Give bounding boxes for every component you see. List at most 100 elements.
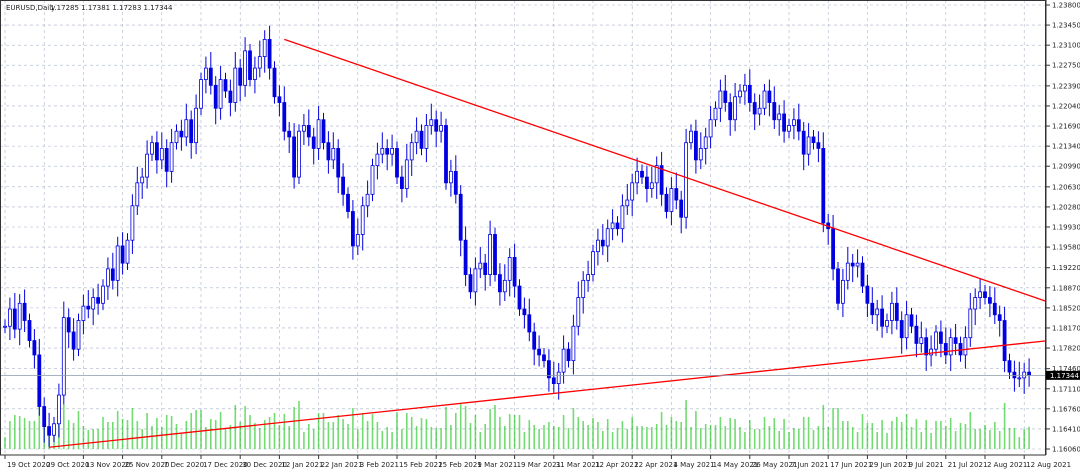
candle-body: [189, 119, 194, 144]
candle-body: [649, 182, 654, 189]
candle-body: [341, 176, 346, 195]
x-tick-label: 3 Feb 2021: [360, 461, 399, 469]
candle-body: [698, 148, 703, 161]
candle-body: [101, 285, 105, 304]
candle-body: [370, 165, 375, 195]
symbol-title: EURUSD,Daily: [6, 4, 55, 12]
candle-body: [164, 148, 169, 172]
candle-body: [747, 84, 752, 103]
candle-body: [453, 170, 458, 195]
candle-body: [512, 257, 517, 287]
y-tick-label: 1.19930: [1052, 224, 1080, 232]
candle-body: [620, 205, 625, 230]
candle-body: [689, 130, 693, 144]
candle-body: [86, 305, 91, 310]
candle-body: [22, 302, 27, 321]
candle-body: [130, 205, 135, 241]
candle-body: [125, 239, 130, 264]
candle-body: [978, 291, 982, 298]
candle-body: [792, 119, 796, 126]
candle-body: [213, 84, 218, 109]
candle-body: [360, 205, 365, 235]
candle-body: [350, 211, 355, 247]
candle-body: [419, 130, 424, 149]
candle-body: [880, 308, 884, 327]
candle-body: [566, 348, 571, 362]
y-tick-label: 1.16410: [1052, 425, 1080, 433]
candle-body: [140, 176, 145, 184]
candle-body: [316, 119, 321, 149]
candle-body: [968, 308, 973, 339]
candle-body: [963, 337, 968, 356]
candle-body: [228, 90, 233, 103]
candle-body: [292, 136, 297, 178]
y-tick-label: 1.23800: [1052, 2, 1080, 10]
candle-body: [267, 39, 272, 69]
x-tick-label: 22 Jan 2021: [321, 461, 363, 469]
candle-body: [787, 125, 791, 132]
candle-body: [297, 130, 301, 178]
candle-body: [845, 262, 850, 281]
candle-body: [934, 331, 938, 350]
candle-body: [7, 308, 12, 327]
candle-body: [841, 279, 845, 304]
grid: [0, 0, 1046, 455]
x-tick-label: 15 Feb 2021: [399, 461, 443, 469]
candle-body: [287, 130, 292, 138]
candle-body: [929, 348, 933, 356]
x-tick-label: 29 Jun 2021: [869, 461, 911, 469]
candle-body: [733, 96, 737, 121]
candle-body: [409, 142, 414, 161]
candle-body: [96, 297, 100, 304]
candle-body: [395, 148, 399, 178]
candle-body: [855, 262, 860, 267]
candle-body: [61, 317, 66, 396]
candle-body: [576, 297, 581, 327]
y-tick-label: 1.19220: [1052, 264, 1080, 272]
candle-body: [811, 136, 816, 144]
candle-body: [12, 308, 17, 330]
candle-body: [596, 239, 600, 253]
candle-body: [988, 297, 992, 304]
candle-body: [203, 67, 208, 80]
candle-body: [71, 331, 76, 350]
candle-body: [424, 125, 429, 149]
candle-body: [1027, 371, 1031, 376]
candle-body: [502, 279, 507, 293]
current-price-label: 1.17344: [1050, 372, 1079, 380]
candle-body: [551, 377, 556, 385]
candle-body: [806, 136, 811, 155]
candle-body: [76, 320, 81, 350]
candle-body: [654, 165, 659, 184]
candle-body: [32, 340, 37, 356]
candle-body: [208, 67, 213, 86]
price-axis: 1.23800 1.23450 1.23100 1.22750 1.22390 1.220…: [1046, 2, 1080, 454]
candle-body: [507, 257, 512, 281]
candle-body: [953, 337, 958, 344]
candle-body: [782, 113, 786, 132]
candle-body: [547, 360, 551, 379]
candle-body: [483, 262, 488, 276]
candle-body: [37, 354, 42, 407]
candle-body: [497, 274, 502, 293]
candle-body: [252, 67, 257, 80]
candle-body: [836, 268, 840, 304]
candle-body: [272, 67, 277, 98]
candle-body: [713, 107, 718, 121]
y-tick-label: 1.19580: [1052, 244, 1080, 252]
candle-body: [238, 67, 243, 86]
candle-body: [444, 125, 448, 184]
candle-body: [899, 320, 904, 339]
candle-body: [365, 193, 370, 207]
candle-body: [174, 130, 179, 144]
candle-body: [664, 193, 669, 212]
candle-body: [816, 142, 821, 149]
candle-body: [473, 268, 478, 293]
candle-body: [694, 130, 698, 161]
candle-body: [669, 188, 674, 212]
candle-body: [1017, 377, 1022, 380]
x-tick-label: 7 Jun 2021: [791, 461, 829, 469]
x-tick-label: 9 Mar 2021: [477, 461, 517, 469]
